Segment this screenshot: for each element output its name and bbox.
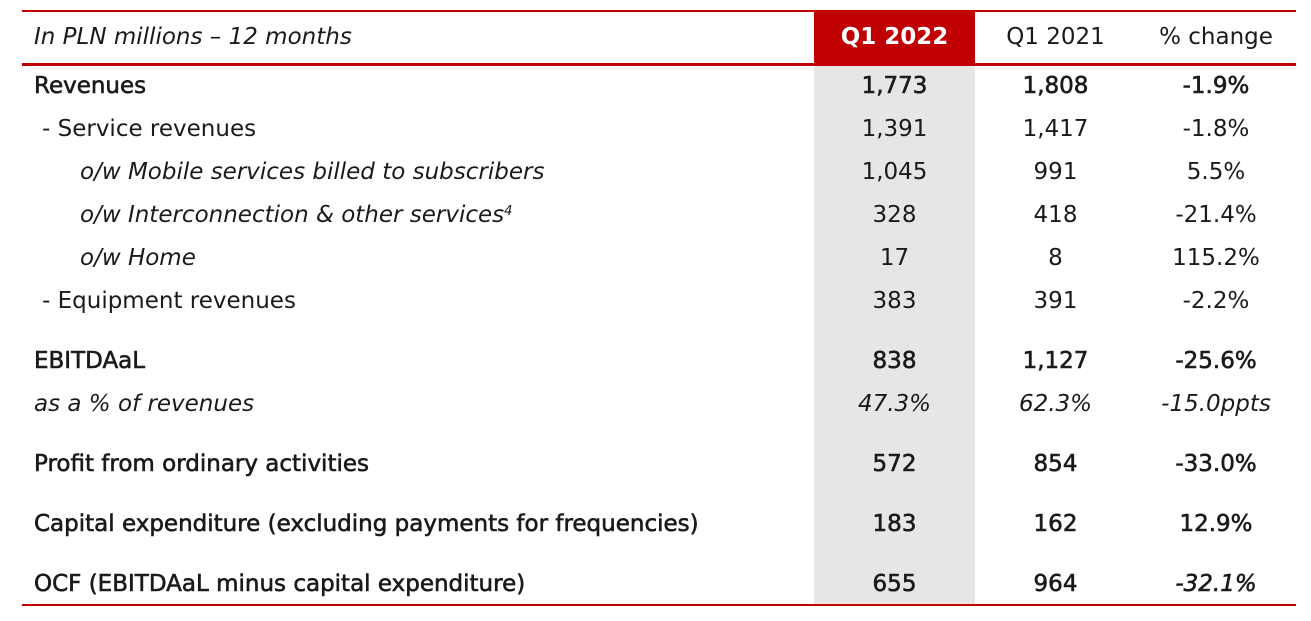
table-row-margin: as a % of revenues 47.3% 62.3% -15.0ppts (22, 389, 1296, 419)
cell-change: -32.1% (1175, 571, 1257, 598)
cell-q1-2022: 47.3% (857, 391, 932, 417)
units-label: In PLN millions – 12 months (34, 24, 352, 50)
table-row-profit: Profit from ordinary activities 572 854 … (22, 449, 1296, 479)
cell-change: -15.0ppts (1161, 391, 1271, 417)
q1-2022-header-background (814, 10, 975, 65)
table-header-row: In PLN millions – 12 months Q1 2022 Q1 2… (22, 22, 1296, 52)
cell-q1-2022: 838 (872, 348, 917, 375)
cell-q1-2021: 391 (1033, 288, 1078, 314)
table-row-ocf: OCF (EBITDAaL minus capital expenditure)… (22, 569, 1296, 599)
cell-q1-2021: 62.3% (1018, 391, 1093, 417)
row-label: Profit from ordinary activities (34, 451, 370, 478)
column-header-q1-2022: Q1 2022 (840, 24, 949, 50)
footnote-marker: 4 (504, 204, 513, 219)
row-label: o/w Mobile services billed to subscriber… (80, 159, 545, 185)
table-row-home: o/w Home 17 8 115.2% (22, 243, 1296, 273)
row-label: - Equipment revenues (42, 288, 296, 314)
table-row-capex: Capital expenditure (excluding payments … (22, 509, 1296, 539)
table-row-equipment-revenues: - Equipment revenues 383 391 -2.2% (22, 286, 1296, 316)
row-label: Capital expenditure (excluding payments … (34, 511, 699, 538)
header-rule (22, 63, 1296, 66)
cell-change: -1.9% (1182, 73, 1250, 100)
cell-change: 115.2% (1172, 245, 1260, 271)
top-rule (22, 10, 1296, 12)
cell-q1-2022: 1,391 (861, 116, 928, 142)
cell-q1-2022: 328 (872, 202, 917, 228)
financial-table: In PLN millions – 12 months Q1 2022 Q1 2… (22, 10, 1296, 606)
cell-q1-2022: 183 (872, 511, 917, 538)
cell-q1-2022: 655 (872, 571, 917, 598)
cell-q1-2021: 1,417 (1022, 116, 1089, 142)
cell-q1-2021: 964 (1033, 571, 1078, 598)
cell-q1-2021: 8 (1048, 245, 1063, 271)
cell-q1-2022: 1,773 (861, 73, 928, 100)
column-header-q1-2021: Q1 2021 (1006, 24, 1105, 50)
cell-change: -2.2% (1182, 288, 1250, 314)
row-label: - Service revenues (42, 116, 257, 142)
table-row-interconnection: o/w Interconnection & other services4 32… (22, 200, 1296, 230)
row-label: OCF (EBITDAaL minus capital expenditure) (34, 571, 526, 598)
row-label: EBITDAaL (34, 348, 146, 375)
table-row-ebitdaal: EBITDAaL 838 1,127 -25.6% (22, 346, 1296, 376)
cell-q1-2022: 383 (872, 288, 917, 314)
row-label: Revenues (34, 73, 147, 100)
q1-2022-column-shading (814, 65, 975, 605)
cell-q1-2022: 17 (879, 245, 910, 271)
bottom-rule (22, 604, 1296, 606)
table-row-service-revenues: - Service revenues 1,391 1,417 -1.8% (22, 114, 1296, 144)
cell-change: -21.4% (1175, 202, 1257, 228)
row-label-wrap: o/w Interconnection & other services4 (80, 200, 512, 230)
row-label: as a % of revenues (34, 391, 255, 417)
cell-q1-2022: 572 (872, 451, 917, 478)
cell-q1-2021: 418 (1033, 202, 1078, 228)
cell-q1-2021: 854 (1033, 451, 1078, 478)
cell-q1-2021: 1,808 (1022, 73, 1089, 100)
cell-q1-2021: 162 (1033, 511, 1078, 538)
cell-change: 12.9% (1179, 511, 1253, 538)
table-row-mobile-services: o/w Mobile services billed to subscriber… (22, 157, 1296, 187)
row-label: o/w Interconnection & other services (80, 202, 505, 228)
cell-q1-2022: 1,045 (861, 159, 928, 185)
cell-change: -1.8% (1182, 116, 1250, 142)
cell-change: -33.0% (1175, 451, 1257, 478)
row-label: o/w Home (80, 245, 196, 271)
cell-change: -25.6% (1175, 348, 1257, 375)
column-header-change: % change (1159, 24, 1273, 50)
table-row-revenues: Revenues 1,773 1,808 -1.9% (22, 71, 1296, 101)
cell-q1-2021: 991 (1033, 159, 1078, 185)
cell-q1-2021: 1,127 (1022, 348, 1089, 375)
cell-change: 5.5% (1186, 159, 1246, 185)
